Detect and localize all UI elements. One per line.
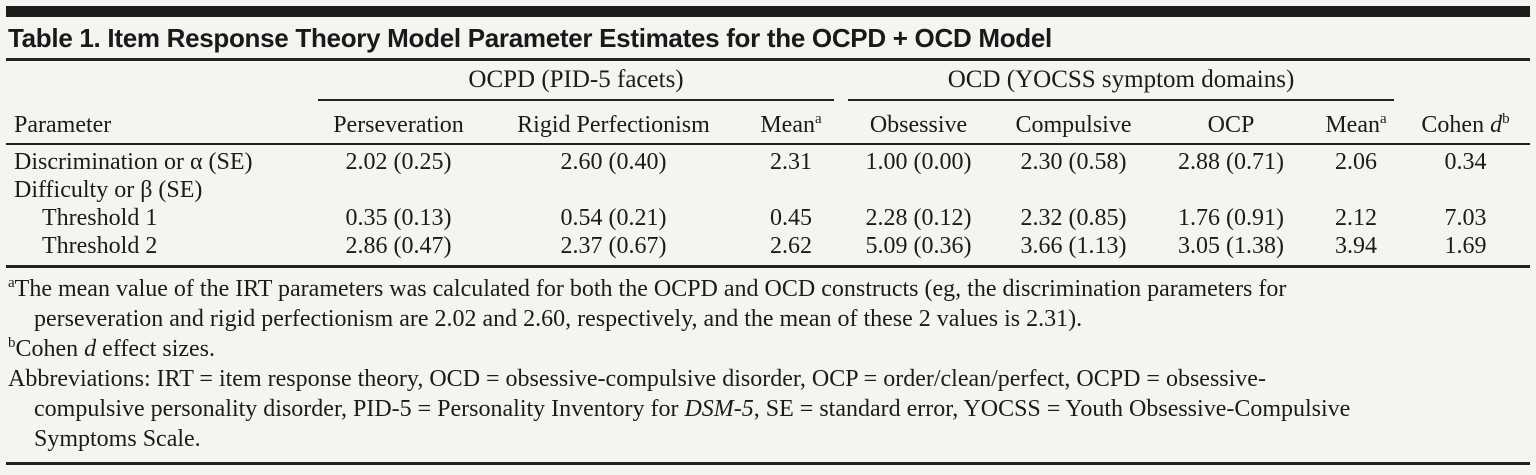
footnote-marker-a: a bbox=[8, 275, 15, 291]
table-cell: 7.03 bbox=[1444, 205, 1487, 231]
abbreviations-text: , SE = standard error, YOCSS = Youth Obs… bbox=[753, 396, 1351, 422]
column-header-rigid-perfectionism: Rigid Perfectionism bbox=[486, 101, 741, 145]
table-cell: 1.76 (0.91) bbox=[1178, 205, 1284, 231]
table-cell: 2.30 (0.58) bbox=[1020, 149, 1127, 175]
table-cell: 1.00 (0.00) bbox=[865, 149, 972, 175]
cohen-d-symbol: d bbox=[84, 336, 97, 362]
table-cell bbox=[996, 176, 1151, 204]
table-cell: 0.54 (0.21) bbox=[560, 205, 667, 231]
table-cell: 2.86 (0.47) bbox=[311, 232, 486, 268]
cohen-label: Cohen bbox=[1421, 112, 1491, 138]
column-header-row: Parameter Perseveration Rigid Perfection… bbox=[6, 101, 1531, 145]
column-header-ocp: OCP bbox=[1151, 101, 1312, 145]
table-cell bbox=[1401, 176, 1530, 204]
column-header-perseveration: Perseveration bbox=[311, 101, 486, 145]
footnote-marker-a: a bbox=[1380, 111, 1387, 127]
column-header-obsessive: Obsessive bbox=[841, 101, 997, 145]
group-header-ocpd: OCPD (PID-5 facets) bbox=[318, 65, 835, 101]
table-cell: 3.94 bbox=[1311, 232, 1402, 268]
table-cell bbox=[311, 176, 486, 204]
column-header-mean-ocpd: Meana bbox=[741, 101, 842, 145]
table-cell: 0.45 bbox=[770, 205, 812, 231]
group-header-spacer bbox=[6, 61, 311, 101]
table-cell: 2.28 (0.12) bbox=[865, 205, 972, 231]
footnote-a-text: The mean value of the IRT parameters was… bbox=[14, 276, 1287, 302]
table-cell bbox=[1151, 176, 1311, 204]
group-header-spacer bbox=[1401, 61, 1530, 101]
footnote-marker-a: a bbox=[815, 111, 822, 127]
table-cell: 5.09 (0.36) bbox=[841, 232, 997, 268]
footnote-marker-b: b bbox=[1502, 111, 1510, 127]
table-cell: 2.06 bbox=[1335, 149, 1378, 175]
table-cell bbox=[486, 176, 741, 204]
table-cell: 0.34 bbox=[1444, 149, 1487, 175]
table-cell: 2.62 bbox=[741, 232, 842, 268]
top-rule-bar bbox=[6, 6, 1530, 17]
table-cell: 2.31 bbox=[770, 149, 812, 175]
table-row-threshold-2: Threshold 2 2.86 (0.47) 2.37 (0.67) 2.62… bbox=[6, 232, 1531, 268]
table-cell: 1.69 bbox=[1401, 232, 1531, 268]
table-row-discrimination: Discrimination or α (SE) 2.02 (0.25) 2.6… bbox=[6, 144, 1530, 176]
irt-parameter-table: OCPD (PID-5 facets) OCD (YOCSS symptom d… bbox=[6, 61, 1531, 268]
column-header-cohen-d: Cohen db bbox=[1401, 101, 1531, 145]
group-header-ocpd-cell: OCPD (PID-5 facets) bbox=[311, 61, 841, 101]
table-figure: Table 1. Item Response Theory Model Para… bbox=[0, 6, 1536, 465]
table-cell bbox=[1311, 176, 1401, 204]
table-cell: 3.05 (1.38) bbox=[1151, 232, 1312, 268]
footnote-marker-b: b bbox=[8, 335, 16, 351]
table-cell: 2.60 (0.40) bbox=[560, 149, 667, 175]
column-header-compulsive: Compulsive bbox=[996, 101, 1152, 145]
abbreviations-line-2: compulsive personality disorder, PID-5 =… bbox=[8, 394, 1528, 424]
footnote-b-text: effect sizes. bbox=[96, 336, 215, 362]
table-cell: 3.66 (1.13) bbox=[996, 232, 1152, 268]
table-cell bbox=[841, 176, 996, 204]
table-title: Table 1. Item Response Theory Model Para… bbox=[8, 23, 1052, 53]
footnote-a-line-2: perseveration and rigid perfectionism ar… bbox=[34, 306, 1083, 332]
table-cell bbox=[741, 176, 841, 204]
group-header-row: OCPD (PID-5 facets) OCD (YOCSS symptom d… bbox=[6, 61, 1530, 101]
table-cell: 2.12 bbox=[1335, 205, 1378, 231]
group-header-ocd: OCD (YOCSS symptom domains) bbox=[848, 65, 1395, 101]
row-label: Threshold 1 bbox=[42, 205, 158, 231]
group-header-ocd-cell: OCD (YOCSS symptom domains) bbox=[841, 61, 1401, 101]
mean-label: Mean bbox=[1325, 112, 1380, 138]
abbreviations-text: compulsive personality disorder, PID-5 =… bbox=[34, 396, 685, 422]
table-cell: 2.32 (0.85) bbox=[1020, 205, 1127, 231]
title-rule bbox=[6, 58, 1530, 61]
column-header-parameter: Parameter bbox=[6, 101, 311, 145]
table-row-difficulty: Difficulty or β (SE) bbox=[6, 176, 1530, 204]
table-cell: 2.37 (0.67) bbox=[486, 232, 741, 268]
table-cell: 2.02 (0.25) bbox=[345, 149, 452, 175]
footnote-a-line-1: aThe mean value of the IRT parameters wa… bbox=[8, 274, 1528, 304]
dsm-5-italic: DSM-5 bbox=[684, 396, 754, 422]
bottom-rule bbox=[6, 462, 1530, 465]
cohen-d-symbol: d bbox=[1490, 112, 1503, 138]
table-cell: 0.35 (0.13) bbox=[345, 205, 452, 231]
footnote-b-text: Cohen bbox=[15, 336, 85, 362]
footnotes: aThe mean value of the IRT parameters wa… bbox=[6, 268, 1530, 454]
table-cell: 2.88 (0.71) bbox=[1178, 149, 1284, 175]
abbreviations-line-1: Abbreviations: IRT = item response theor… bbox=[8, 366, 1266, 392]
column-header-mean-ocd: Meana bbox=[1311, 101, 1402, 145]
table-row-threshold-1: Threshold 1 0.35 (0.13) 0.54 (0.21) 0.45… bbox=[6, 204, 1530, 232]
row-label: Discrimination or α (SE) bbox=[14, 149, 253, 175]
abbreviations-line-3: Symptoms Scale. bbox=[34, 426, 201, 452]
footnote-b: bCohen d effect sizes. bbox=[8, 334, 1528, 364]
mean-label: Mean bbox=[760, 112, 815, 138]
row-label: Difficulty or β (SE) bbox=[14, 177, 203, 203]
row-label: Threshold 2 bbox=[6, 232, 311, 268]
